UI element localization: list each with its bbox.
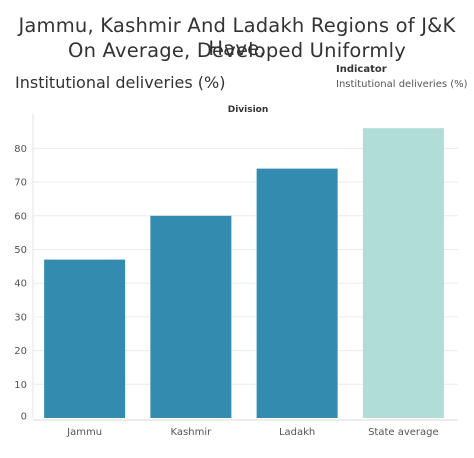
x-tick-label: Ladakh — [279, 427, 315, 438]
bar-state-average[interactable] — [362, 128, 444, 418]
y-axis-ticks: 0 10 20 30 40 50 60 70 80 — [14, 144, 27, 423]
chart-subtitle: Institutional deliveries (%) — [15, 73, 226, 92]
x-tick-label: Kashmir — [171, 427, 213, 438]
x-tick-label: State average — [368, 427, 439, 438]
x-tick-label: Jammu — [66, 427, 102, 438]
y-tick-label: 30 — [14, 312, 27, 323]
y-tick-label: 10 — [14, 380, 27, 391]
bar-kashmir[interactable] — [150, 215, 232, 418]
y-tick-label: 60 — [14, 211, 27, 222]
bar-ladakh[interactable] — [256, 168, 338, 418]
legend-title: Indicator — [336, 64, 387, 75]
chart-title-line-1: Jammu, Kashmir And Ladakh Regions of J&K… — [18, 14, 456, 60]
y-tick-label: 50 — [14, 245, 27, 256]
chart-title-line-2: On Average, Developed Uniformly — [68, 39, 406, 62]
y-tick-label: 40 — [14, 279, 27, 290]
x-axis-ticks: Jammu Kashmir Ladakh State average — [66, 427, 439, 438]
y-tick-label: 80 — [14, 144, 27, 155]
bar-jammu[interactable] — [44, 259, 126, 418]
y-tick-label: 70 — [14, 178, 27, 189]
y-tick-label: 0 — [21, 412, 27, 423]
bars — [44, 128, 444, 418]
legend-item[interactable]: Institutional deliveries (%) — [336, 79, 468, 90]
y-tick-label: 20 — [14, 346, 27, 357]
column-header: Division — [228, 105, 269, 115]
